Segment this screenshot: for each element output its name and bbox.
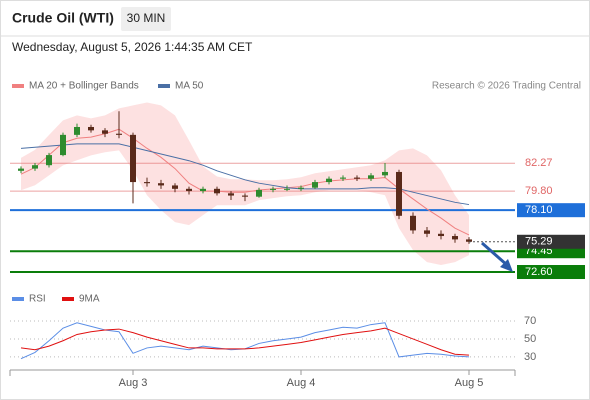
legend-label: MA 20 + Bollinger Bands: [29, 81, 139, 92]
level-label: 72.60: [525, 266, 553, 278]
candle-body: [102, 130, 108, 134]
legend-label: MA 50: [175, 81, 204, 92]
y-tick-label: 70: [524, 315, 536, 327]
timestamp: Wednesday, August 5, 2026 1:44:35 AM CET: [12, 40, 253, 54]
candle-body: [242, 195, 248, 197]
rsi-line: [20, 327, 470, 356]
legend-swatch: [62, 297, 74, 301]
x-tick-label: Aug 4: [287, 377, 316, 389]
x-tick-label: Aug 3: [119, 377, 148, 389]
candle-body: [326, 178, 332, 183]
level-label-box: [517, 265, 585, 280]
y-tick-label: 50: [524, 333, 536, 345]
candle-body: [452, 236, 458, 240]
candle-body: [368, 175, 374, 179]
title: Crude Oil (WTI): [12, 10, 114, 26]
candle-body: [74, 126, 80, 135]
candle-body: [228, 193, 234, 196]
candle-body: [256, 189, 262, 197]
candle-body: [298, 187, 304, 189]
candle-body: [130, 134, 136, 183]
ma-line: [20, 128, 470, 236]
ma-line: [20, 143, 470, 206]
candle-body: [144, 182, 150, 184]
interval: 30 MIN: [127, 11, 166, 25]
candle-body: [312, 182, 318, 188]
credit: Research © 2026 Trading Central: [432, 81, 581, 92]
candle-body: [410, 215, 416, 231]
candle-body: [60, 134, 66, 156]
level-label: 79.80: [525, 185, 553, 197]
candle-body: [340, 177, 346, 179]
last-price-box: [517, 234, 585, 249]
level-label: 78.10: [525, 204, 553, 216]
candle-body: [396, 171, 402, 216]
candle-body: [438, 233, 444, 237]
legend-swatch: [12, 297, 24, 301]
candle-body: [186, 188, 192, 192]
candle-body: [158, 183, 164, 186]
interval-box: [121, 7, 171, 31]
level-label-box: [517, 203, 585, 218]
legend-swatch: [12, 84, 24, 88]
legend-label: RSI: [29, 294, 46, 305]
candle-body: [172, 185, 178, 189]
candle-body: [284, 188, 290, 190]
candle-body: [88, 126, 94, 131]
candle-body: [270, 188, 276, 190]
level-label: 82.27: [525, 157, 553, 169]
candle-body: [46, 155, 52, 166]
candle-body: [382, 171, 388, 176]
last-price-label: 75.29: [525, 236, 553, 248]
candle-body: [200, 188, 206, 192]
candle-body: [214, 188, 220, 194]
x-tick-label: Aug 5: [455, 377, 484, 389]
legend-swatch: [158, 84, 170, 88]
forecast-arrow-head: [500, 259, 513, 272]
candle-body: [18, 168, 24, 171]
legend-label: 9MA: [79, 294, 100, 305]
y-tick-label: 30: [524, 351, 536, 363]
forecast-arrow: [481, 241, 508, 267]
candle-body: [32, 165, 38, 169]
candle-body: [354, 177, 360, 179]
candle-body: [466, 239, 472, 242]
candle-body: [424, 230, 430, 234]
candle-body: [116, 133, 122, 135]
